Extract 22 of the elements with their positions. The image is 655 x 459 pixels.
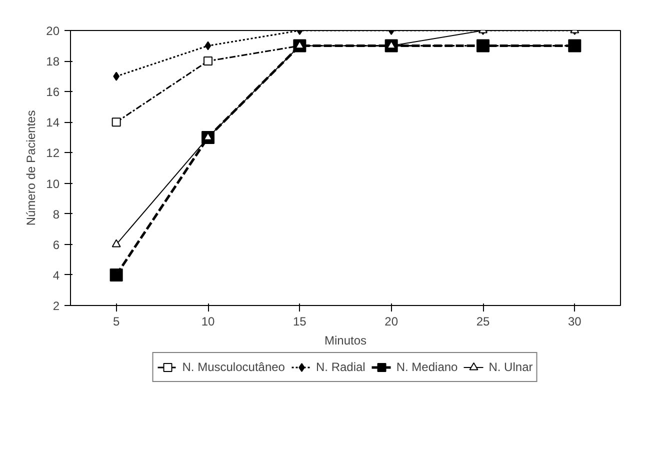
x-tick-label: 5 — [112, 314, 120, 328]
y-tick-label: 18 — [46, 54, 60, 69]
y-tick-label: 12 — [46, 146, 60, 160]
y-axis-title: Número de Pacientes — [24, 110, 38, 226]
y-tick-label: 14 — [46, 116, 60, 130]
x-tick-label: 30 — [568, 314, 582, 328]
legend-label: N. Musculocutâneo — [182, 360, 285, 374]
y-tick-label: 10 — [46, 176, 60, 191]
x-axis-title: Minutos — [324, 334, 367, 348]
legend-label: N. Mediano — [396, 360, 458, 374]
legend-label: N. Radial — [316, 360, 366, 374]
legend-label: N. Ulnar — [488, 360, 533, 374]
x-tick-label: 20 — [384, 314, 398, 328]
x-tick-label: 10 — [201, 314, 215, 328]
y-tick-label: 8 — [52, 207, 60, 222]
y-tick-label: 20 — [46, 24, 60, 38]
y-tick-label: 6 — [52, 238, 60, 252]
y-tick-label: 4 — [52, 268, 60, 282]
x-tick-label: 25 — [476, 314, 490, 328]
y-tick-label: 2 — [52, 299, 60, 313]
x-tick-label: 15 — [292, 314, 307, 328]
y-tick-label: 16 — [46, 85, 60, 100]
